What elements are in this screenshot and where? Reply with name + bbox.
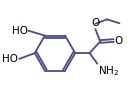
Text: HO: HO xyxy=(2,54,18,64)
Text: HO: HO xyxy=(12,26,28,36)
Text: NH$_2$: NH$_2$ xyxy=(98,65,119,78)
Text: O: O xyxy=(91,18,100,28)
Text: O: O xyxy=(115,36,123,46)
